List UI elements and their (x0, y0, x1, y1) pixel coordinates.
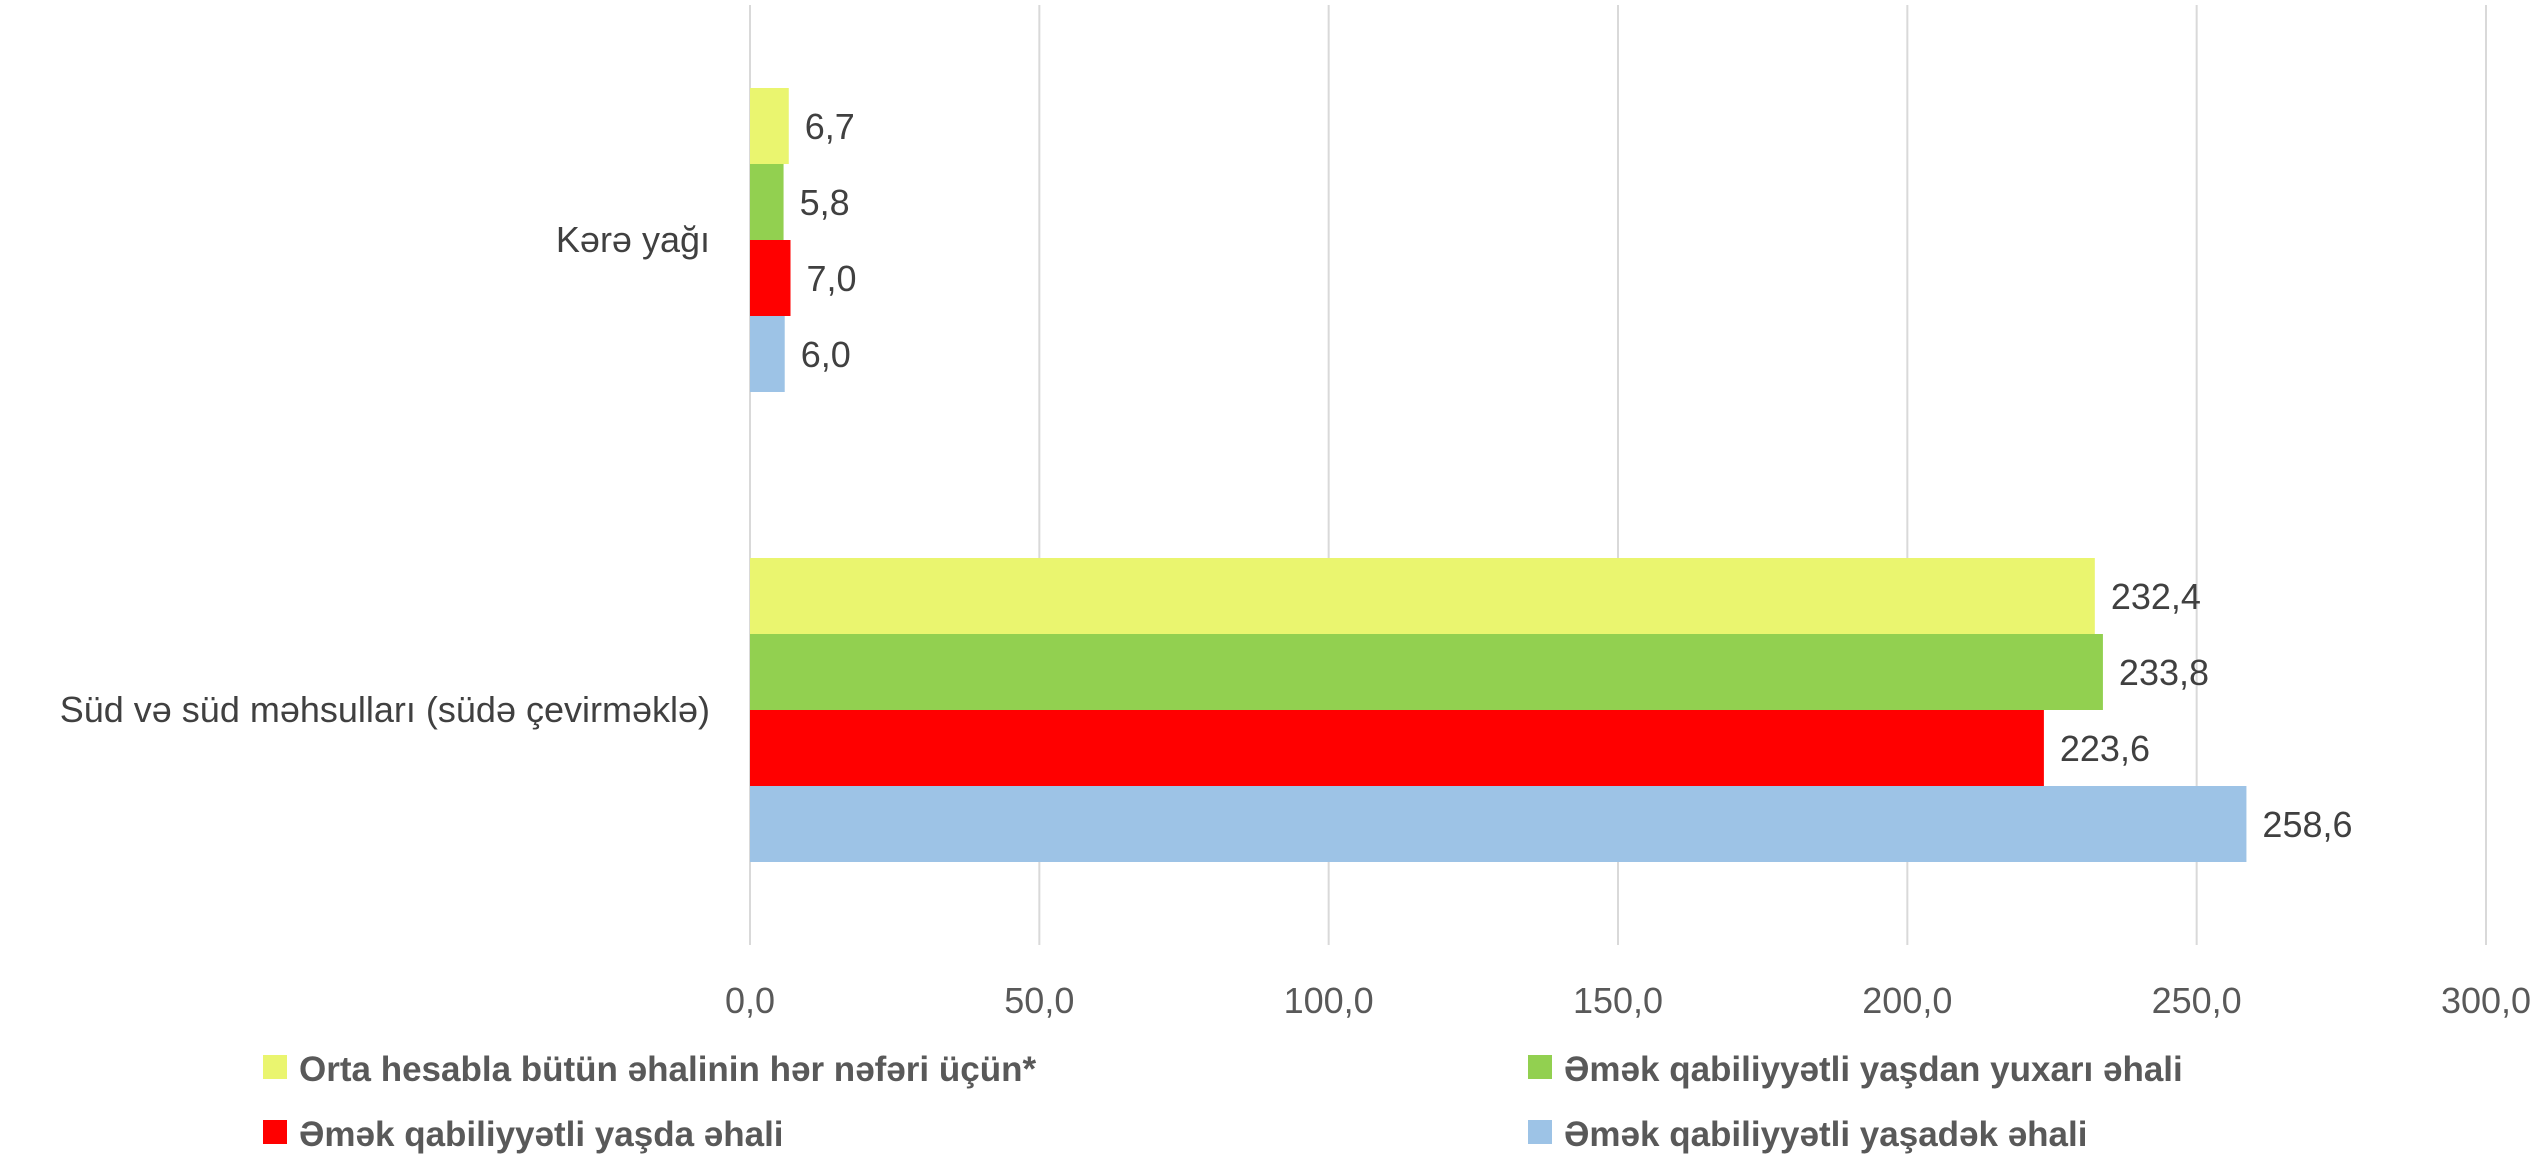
category-label: Süd və süd məhsulları (südə çevirməklə) (60, 689, 710, 730)
x-tick-label: 250,0 (2152, 980, 2242, 1021)
data-label: 223,6 (2060, 728, 2150, 769)
x-axis-tick-labels: 0,0 50,0 100,0 150,0 200,0 250,0 300,0 (725, 980, 2531, 1021)
x-tick-label: 50,0 (1004, 980, 1074, 1021)
data-label: 232,4 (2111, 576, 2201, 617)
bar (750, 88, 789, 164)
bar (750, 786, 2247, 862)
data-label: 233,8 (2119, 652, 2209, 693)
data-label: 7,0 (807, 258, 857, 299)
bar (750, 558, 2095, 634)
category-label: Kərə yağı (556, 219, 710, 260)
bar (750, 634, 2103, 710)
legend-label: Əmək qabiliyyətli yaşadək əhali (1564, 1115, 2087, 1154)
bars (750, 88, 2247, 862)
legend-swatch (263, 1055, 287, 1079)
data-labels: 6,7 5,8 7,0 6,0 232,4 233,8 223,6 258,6 (800, 106, 2353, 845)
x-tick-label: 100,0 (1284, 980, 1374, 1021)
x-tick-label: 300,0 (2441, 980, 2531, 1021)
bar (750, 164, 784, 240)
x-tick-label: 0,0 (725, 980, 775, 1021)
data-label: 5,8 (800, 182, 850, 223)
x-tick-label: 200,0 (1862, 980, 1952, 1021)
legend-swatch (1528, 1055, 1552, 1079)
legend-label: Orta hesabla bütün əhalinin hər nəfəri ü… (299, 1050, 1036, 1089)
legend: Orta hesabla bütün əhalinin hər nəfəri ü… (263, 1050, 2183, 1154)
data-label: 6,0 (801, 334, 851, 375)
legend-label: Əmək qabiliyyətli yaşda əhali (299, 1115, 784, 1154)
legend-swatch (263, 1120, 287, 1144)
data-label: 258,6 (2262, 804, 2352, 845)
category-labels: Kərə yağı Süd və süd məhsulları (südə çev… (60, 219, 710, 730)
gridlines (749, 5, 2487, 945)
bar (750, 710, 2044, 786)
bar (750, 240, 791, 316)
x-tick-label: 150,0 (1573, 980, 1663, 1021)
legend-swatch (1528, 1120, 1552, 1144)
legend-label: Əmək qabiliyyətli yaşdan yuxarı əhali (1564, 1050, 2183, 1089)
data-label: 6,7 (805, 106, 855, 147)
bar (750, 316, 785, 392)
